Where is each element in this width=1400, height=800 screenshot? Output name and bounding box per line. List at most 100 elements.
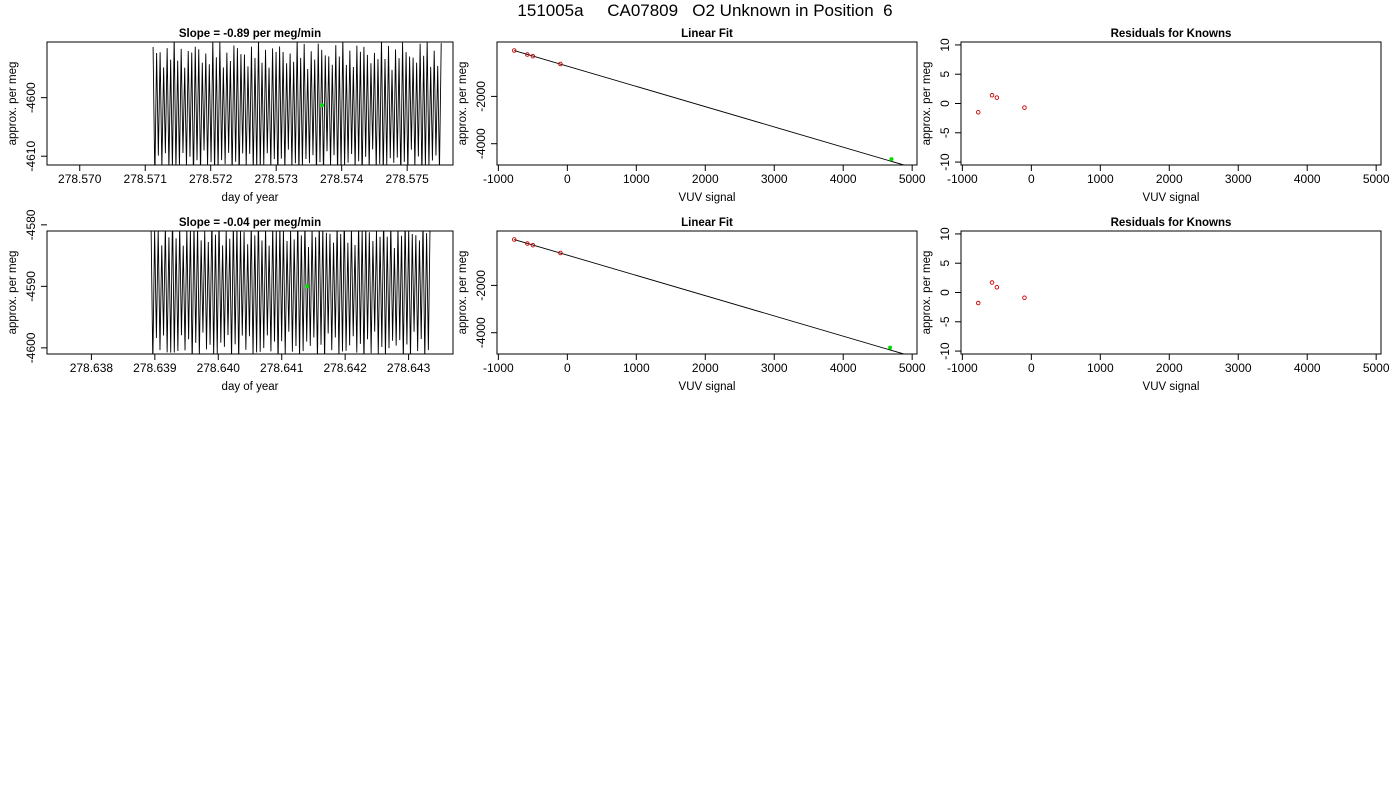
plot-area xyxy=(975,93,1027,115)
plot-frame xyxy=(496,230,918,355)
plot-area xyxy=(150,231,431,354)
chart-title: Linear Fit xyxy=(681,28,733,40)
x-tick-label: 278.639 xyxy=(133,361,177,375)
x-axis-label: VUV signal xyxy=(1143,192,1200,204)
x-axis-label: VUV signal xyxy=(679,381,736,393)
plot-area xyxy=(152,42,442,165)
y-tick-label: -4000 xyxy=(474,128,488,159)
x-tick-label: -1000 xyxy=(947,172,978,186)
known-point xyxy=(1022,295,1027,301)
plot-frame xyxy=(496,41,918,166)
x-tick-label: 3000 xyxy=(1225,361,1252,375)
x-tick-label: 0 xyxy=(1028,172,1035,186)
x-tick-label: 0 xyxy=(564,361,571,375)
y-tick-label: 0 xyxy=(938,100,952,107)
x-tick-label: 2000 xyxy=(1156,172,1183,186)
y-tick-label: -4600 xyxy=(24,82,38,113)
x-tick-label: 278.643 xyxy=(387,361,431,375)
known-point xyxy=(975,300,981,306)
chart-title: Residuals for Knowns xyxy=(1111,28,1232,40)
y-tick-label: -10 xyxy=(938,153,952,171)
x-axis-label: day of year xyxy=(222,381,279,393)
plot-area xyxy=(511,237,905,354)
fit-line xyxy=(514,50,905,165)
x-tick-label: 278.571 xyxy=(124,172,168,186)
x-tick-label: -1000 xyxy=(947,361,978,375)
x-tick-label: 4000 xyxy=(830,172,857,186)
unknown-marker xyxy=(320,103,325,108)
known-point xyxy=(975,110,981,115)
panel-trace-2: Slope = -0.04 per meg/min day of year appr… xyxy=(7,209,454,393)
x-tick-label: 2000 xyxy=(692,172,719,186)
y-tick-label: -5 xyxy=(938,127,952,138)
known-point xyxy=(994,95,1000,100)
y-tick-label: -4610 xyxy=(24,141,38,172)
plot-frame xyxy=(960,230,1382,355)
y-tick-label: 10 xyxy=(938,227,952,241)
y-tick-label: -2000 xyxy=(474,81,488,112)
y-tick-label: -10 xyxy=(938,342,952,360)
y-tick-label: 10 xyxy=(938,38,952,52)
y-tick-label: -2000 xyxy=(474,270,488,301)
x-tick-label: 278.640 xyxy=(197,361,241,375)
known-point xyxy=(1022,105,1027,110)
x-tick-label: 3000 xyxy=(1225,172,1252,186)
x-axis-label: VUV signal xyxy=(1143,381,1200,393)
known-point xyxy=(525,241,530,246)
panel-fit-1: Linear Fit VUV signal approx. per meg -1000… xyxy=(457,28,926,204)
plot-frame xyxy=(46,41,454,166)
x-tick-label: 0 xyxy=(564,172,571,186)
unknown-marker xyxy=(305,284,310,289)
x-tick-label: 278.572 xyxy=(189,172,233,186)
known-point xyxy=(558,250,563,256)
x-tick-label: 1000 xyxy=(1087,361,1114,375)
x-tick-label: 5000 xyxy=(1363,172,1390,186)
x-tick-label: 1000 xyxy=(623,172,650,186)
x-tick-label: 2000 xyxy=(1156,361,1183,375)
x-tick-label: 0 xyxy=(1028,361,1035,375)
x-tick-label: -1000 xyxy=(483,361,514,375)
unknown-point xyxy=(888,345,893,350)
x-tick-label: 1000 xyxy=(623,361,650,375)
x-tick-label: 4000 xyxy=(1294,361,1321,375)
x-tick-label: 5000 xyxy=(1363,361,1390,375)
plot-frame xyxy=(960,41,1382,166)
x-tick-label: 278.575 xyxy=(385,172,429,186)
y-tick-label: 5 xyxy=(938,71,952,78)
y-tick-label: -4000 xyxy=(474,317,488,348)
panel-resid-2: Residuals for Knowns VUV signal approx. pe… xyxy=(921,217,1390,393)
x-tick-label: 5000 xyxy=(899,172,926,186)
x-tick-label: 5000 xyxy=(899,361,926,375)
y-tick-label: -5 xyxy=(938,316,952,327)
chart-title: Residuals for Knowns xyxy=(1111,217,1232,229)
known-point xyxy=(994,284,1000,290)
y-axis-label: approx. per meg xyxy=(921,62,933,146)
known-point xyxy=(511,237,517,242)
y-axis-label: approx. per meg xyxy=(7,251,19,335)
y-axis-label: approx. per meg xyxy=(457,62,469,146)
x-tick-label: 278.570 xyxy=(58,172,102,186)
page-title: 151005a CA07809 O2 Unknown in Position 6 xyxy=(517,1,893,20)
known-point xyxy=(989,93,995,98)
x-tick-label: 278.638 xyxy=(70,361,114,375)
trace-line xyxy=(150,231,431,354)
chart-title: Linear Fit xyxy=(681,217,733,229)
x-tick-label: 2000 xyxy=(692,361,719,375)
x-tick-label: 278.574 xyxy=(320,172,364,186)
x-tick-label: 278.573 xyxy=(254,172,298,186)
x-axis-label: day of year xyxy=(222,192,279,204)
panel-resid-1: Residuals for Knowns VUV signal approx. pe… xyxy=(921,28,1390,204)
y-tick-label: 5 xyxy=(938,260,952,267)
x-tick-label: 4000 xyxy=(830,361,857,375)
y-tick-label: -4580 xyxy=(24,209,38,240)
known-point xyxy=(525,52,530,57)
x-tick-label: -1000 xyxy=(483,172,514,186)
chart-title: Slope = -0.04 per meg/min xyxy=(179,217,321,229)
known-point xyxy=(989,280,995,285)
known-point xyxy=(530,242,536,248)
x-tick-label: 1000 xyxy=(1087,172,1114,186)
panel-trace-1: Slope = -0.89 per meg/min day of year appr… xyxy=(7,28,454,204)
plot-area xyxy=(975,280,1027,306)
known-point xyxy=(558,61,563,67)
